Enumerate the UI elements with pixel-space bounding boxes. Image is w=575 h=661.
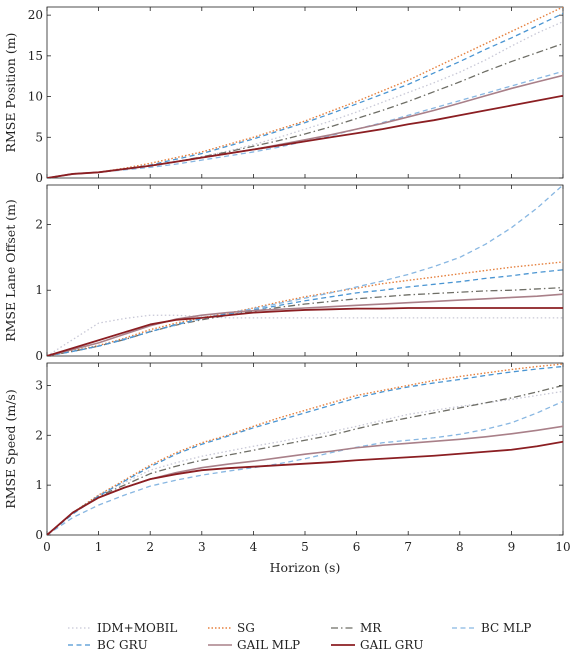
legend-label: IDM+MOBIL xyxy=(97,621,177,635)
legend-label: GAIL GRU xyxy=(360,638,424,652)
series-line-sg xyxy=(47,261,563,356)
series-line-mr xyxy=(47,384,563,535)
x-tick-label: 3 xyxy=(198,540,206,554)
plot-frame xyxy=(46,362,564,536)
y-tick-label: 3 xyxy=(35,378,43,392)
y-tick-label: 2 xyxy=(35,428,43,442)
y-axis-label: RMSE Lane Offset (m) xyxy=(3,199,18,342)
series-line-bc-mlp xyxy=(47,185,563,356)
x-tick-label: 2 xyxy=(146,540,154,554)
y-tick-label: 2 xyxy=(35,217,43,231)
y-tick-label: 5 xyxy=(35,130,43,144)
legend-label: GAIL MLP xyxy=(237,638,300,652)
y-tick-label: 0 xyxy=(35,528,43,542)
series-line-idm-mobil xyxy=(47,314,563,356)
x-tick-label: 4 xyxy=(250,540,258,554)
legend-label: BC MLP xyxy=(481,621,531,635)
x-tick-label: 6 xyxy=(353,540,361,554)
legend-label: BC GRU xyxy=(97,638,148,652)
series-line-sg xyxy=(47,7,563,178)
legend-label: SG xyxy=(237,621,255,635)
x-tick-label: 7 xyxy=(404,540,412,554)
x-tick-label: 0 xyxy=(43,540,51,554)
y-axis-label: RMSE Position (m) xyxy=(3,33,18,153)
x-tick-label: 10 xyxy=(555,540,570,554)
x-tick-label: 5 xyxy=(301,540,309,554)
chart-panel-2: 0 1 2 RMSE Lane Offset (m) xyxy=(3,184,564,363)
series-line-bc-gru xyxy=(47,365,563,535)
legend-item-sg: SG xyxy=(208,621,255,635)
legend-item-mr: MR xyxy=(331,621,382,635)
chart-panel-1: 0 5 10 15 20 RMSE Position (m) xyxy=(3,6,564,185)
y-tick-label: 20 xyxy=(28,8,43,22)
y-tick-label: 10 xyxy=(28,90,43,104)
series-line-mr xyxy=(47,43,563,178)
series-line-gail-mlp xyxy=(47,74,563,178)
series-line-gail-mlp xyxy=(47,293,563,356)
series-line-bc-mlp xyxy=(47,70,563,178)
x-axis-label: Horizon (s) xyxy=(270,560,341,575)
legend-item-bc-mlp: BC MLP xyxy=(452,621,531,635)
legend-item-bc-gru: BC GRU xyxy=(68,638,148,652)
y-tick-label: 15 xyxy=(28,49,43,63)
legend-item-gail-mlp: GAIL MLP xyxy=(208,638,300,652)
chart-panel-3: 0 1 2 3 0 1 2 3 4 5 6 7 8 9 10 RMSE Speed (m/s) Horizon … xyxy=(3,362,571,575)
x-tick-label: 8 xyxy=(456,540,464,554)
series-line-gail-gru xyxy=(47,307,563,356)
y-axis-label: RMSE Speed (m/s) xyxy=(3,389,18,508)
series-line-bc-mlp xyxy=(47,400,563,535)
legend-item-idm-mobil: IDM+MOBIL xyxy=(68,621,177,635)
y-tick-label: 1 xyxy=(35,283,43,297)
series-line-gail-gru xyxy=(47,94,563,178)
legend: IDM+MOBIL SG MR BC MLP BC GRU GAIL MLP GAIL GR… xyxy=(68,621,531,652)
series-line-gail-gru xyxy=(47,440,563,535)
legend-label: MR xyxy=(360,621,382,635)
plot-frame xyxy=(46,184,564,357)
y-tick-label: 1 xyxy=(35,478,43,492)
x-tick-label: 9 xyxy=(508,540,516,554)
series-line-bc-gru xyxy=(47,269,563,356)
legend-item-gail-gru: GAIL GRU xyxy=(331,638,424,652)
y-tick-label: 0 xyxy=(35,349,43,363)
y-tick-label: 0 xyxy=(35,171,43,185)
x-tick-label: 1 xyxy=(95,540,103,554)
series-line-sg xyxy=(47,363,563,535)
series-line-idm-mobil xyxy=(47,21,563,178)
plot-frame xyxy=(46,6,564,179)
